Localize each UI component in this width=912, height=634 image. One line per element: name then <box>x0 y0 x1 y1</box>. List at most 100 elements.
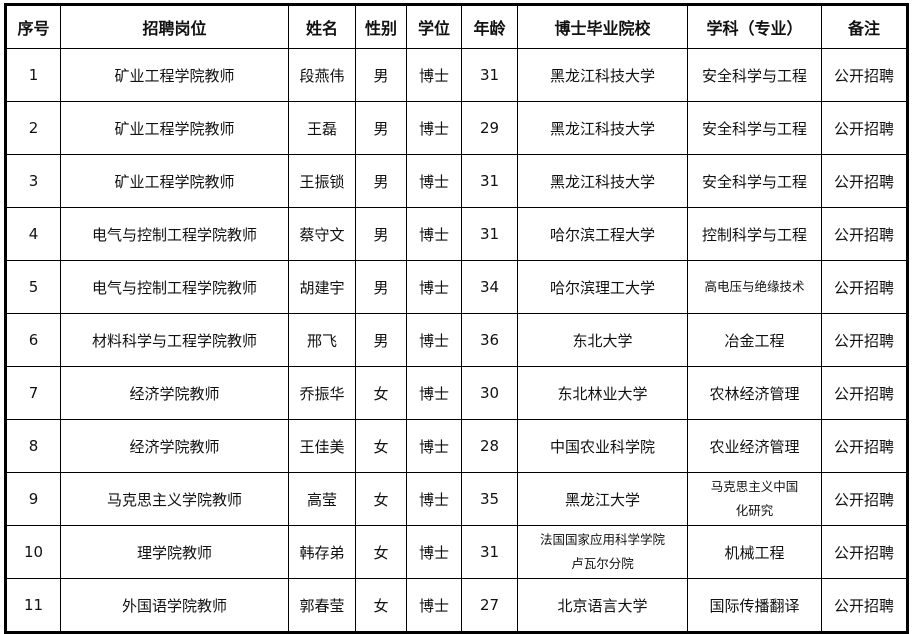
cell-degree: 博士 <box>406 154 462 208</box>
cell-age: 31 <box>461 48 518 102</box>
table-row: 2 矿业工程学院教师 王磊男博士 29 黑龙江科技大学 安全科学与工程 公开招聘 <box>5 101 908 155</box>
cell-discipline: 农业经济管理 <box>687 419 822 473</box>
header-phd-school: 博士毕业院校 <box>517 4 688 49</box>
cell-gender: 男 <box>355 207 407 261</box>
cell-index: 7 <box>5 366 61 420</box>
table-row: 9 马克思主义学院教师 高莹女博士 35 黑龙江大学 马克思主义中国 化研究 公开招聘 <box>5 472 908 526</box>
cell-phd-school: 黑龙江大学 <box>517 472 688 526</box>
cell-discipline: 安全科学与工程 <box>687 48 822 102</box>
cell-discipline: 农林经济管理 <box>687 366 822 420</box>
cell-age: 31 <box>461 154 518 208</box>
table-row: 5 电气与控制工程学院教师 胡建宇男博士 34 哈尔滨理工大学 高电压与绝缘技术 公开招聘 <box>5 260 908 314</box>
cell-degree: 博士 <box>406 578 462 633</box>
cell-phd-school: 黑龙江科技大学 <box>517 154 688 208</box>
cell-phd-school: 中国农业科学院 <box>517 419 688 473</box>
cell-degree: 博士 <box>406 260 462 314</box>
cell-gender: 女 <box>355 366 407 420</box>
cell-phd-school: 法国国家应用科学学院 卢瓦尔分院 <box>517 525 688 579</box>
table-row: 8 经济学院教师 王佳美女博士 28 中国农业科学院 农业经济管理 公开招聘 <box>5 419 908 473</box>
table-row: 1 矿业工程学院教师 段燕伟男博士 31 黑龙江科技大学 安全科学与工程 公开招聘 <box>5 48 908 102</box>
cell-discipline: 机械工程 <box>687 525 822 579</box>
header-row: 序号 招聘岗位 姓名 性别 学位 年龄 博士毕业院校 学科（专业） 备注 <box>5 4 908 49</box>
cell-position: 经济学院教师 <box>60 419 289 473</box>
cell-age: 29 <box>461 101 518 155</box>
cell-position: 材料科学与工程学院教师 <box>60 313 289 367</box>
cell-phd-school: 哈尔滨理工大学 <box>517 260 688 314</box>
cell-gender: 男 <box>355 48 407 102</box>
cell-position: 马克思主义学院教师 <box>60 472 289 526</box>
cell-age: 31 <box>461 525 518 579</box>
cell-age: 27 <box>461 578 518 633</box>
cell-gender: 男 <box>355 313 407 367</box>
cell-remark: 公开招聘 <box>821 366 908 420</box>
cell-remark: 公开招聘 <box>821 260 908 314</box>
cell-name: 蔡守文 <box>288 207 356 261</box>
cell-gender: 女 <box>355 525 407 579</box>
table-row: 11 外国语学院教师 郭春莹女博士 27 北京语言大学 国际传播翻译 公开招聘 <box>5 578 908 633</box>
header-gender: 性别 <box>355 4 407 49</box>
cell-name: 王磊 <box>288 101 356 155</box>
cell-degree: 博士 <box>406 366 462 420</box>
cell-phd-school: 哈尔滨工程大学 <box>517 207 688 261</box>
cell-gender: 男 <box>355 154 407 208</box>
cell-remark: 公开招聘 <box>821 525 908 579</box>
cell-name: 胡建宇 <box>288 260 356 314</box>
header-degree: 学位 <box>406 4 462 49</box>
cell-name: 段燕伟 <box>288 48 356 102</box>
cell-phd-school: 黑龙江科技大学 <box>517 101 688 155</box>
cell-degree: 博士 <box>406 207 462 261</box>
cell-degree: 博士 <box>406 472 462 526</box>
cell-position: 矿业工程学院教师 <box>60 154 289 208</box>
cell-age: 36 <box>461 313 518 367</box>
cell-age: 30 <box>461 366 518 420</box>
cell-name: 王佳美 <box>288 419 356 473</box>
cell-index: 10 <box>5 525 61 579</box>
cell-remark: 公开招聘 <box>821 419 908 473</box>
cell-name: 王振锁 <box>288 154 356 208</box>
table-row: 7 经济学院教师 乔振华女博士 30 东北林业大学 农林经济管理 公开招聘 <box>5 366 908 420</box>
cell-discipline: 安全科学与工程 <box>687 154 822 208</box>
cell-position: 电气与控制工程学院教师 <box>60 260 289 314</box>
header-age: 年龄 <box>461 4 518 49</box>
cell-discipline: 马克思主义中国 化研究 <box>687 472 822 526</box>
cell-index: 6 <box>5 313 61 367</box>
cell-position: 理学院教师 <box>60 525 289 579</box>
cell-gender: 女 <box>355 472 407 526</box>
cell-name: 乔振华 <box>288 366 356 420</box>
cell-remark: 公开招聘 <box>821 154 908 208</box>
cell-discipline: 安全科学与工程 <box>687 101 822 155</box>
cell-discipline: 高电压与绝缘技术 <box>687 260 822 314</box>
table-row: 3 矿业工程学院教师 王振锁男博士 31 黑龙江科技大学 安全科学与工程 公开招聘 <box>5 154 908 208</box>
cell-gender: 女 <box>355 419 407 473</box>
cell-degree: 博士 <box>406 313 462 367</box>
cell-index: 3 <box>5 154 61 208</box>
cell-position: 经济学院教师 <box>60 366 289 420</box>
cell-index: 8 <box>5 419 61 473</box>
recruitment-table: 序号 招聘岗位 姓名 性别 学位 年龄 博士毕业院校 学科（专业） 备注 1 矿业工程学院教师 段燕… <box>4 3 909 634</box>
header-name: 姓名 <box>288 4 356 49</box>
table-row: 4 电气与控制工程学院教师 蔡守文男博士 31 哈尔滨工程大学 控制科学与工程 公开招聘 <box>5 207 908 261</box>
cell-remark: 公开招聘 <box>821 472 908 526</box>
cell-index: 9 <box>5 472 61 526</box>
cell-name: 韩存弟 <box>288 525 356 579</box>
header-position: 招聘岗位 <box>60 4 289 49</box>
cell-degree: 博士 <box>406 419 462 473</box>
cell-gender: 男 <box>355 101 407 155</box>
cell-position: 电气与控制工程学院教师 <box>60 207 289 261</box>
cell-gender: 男 <box>355 260 407 314</box>
table-row: 10 理学院教师 韩存弟女博士 31 法国国家应用科学学院 卢瓦尔分院 机械工程 公开招聘 <box>5 525 908 579</box>
header-remark: 备注 <box>821 4 908 49</box>
cell-phd-school: 北京语言大学 <box>517 578 688 633</box>
cell-remark: 公开招聘 <box>821 578 908 633</box>
cell-degree: 博士 <box>406 525 462 579</box>
cell-degree: 博士 <box>406 48 462 102</box>
cell-age: 34 <box>461 260 518 314</box>
cell-name: 高莹 <box>288 472 356 526</box>
cell-index: 2 <box>5 101 61 155</box>
cell-index: 5 <box>5 260 61 314</box>
cell-discipline: 控制科学与工程 <box>687 207 822 261</box>
cell-age: 31 <box>461 207 518 261</box>
cell-remark: 公开招聘 <box>821 101 908 155</box>
cell-phd-school: 东北林业大学 <box>517 366 688 420</box>
header-discipline: 学科（专业） <box>687 4 822 49</box>
